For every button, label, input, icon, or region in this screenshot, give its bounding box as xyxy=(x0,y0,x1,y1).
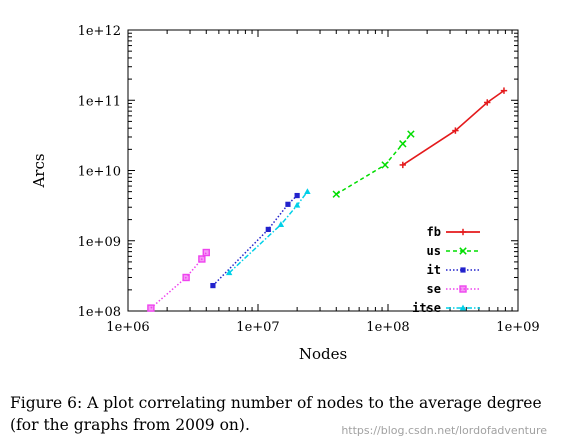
legend-marker xyxy=(459,247,467,255)
figure-caption: Figure 6: A plot correlating number of n… xyxy=(10,394,542,434)
series-fb-point xyxy=(452,127,459,134)
legend-item-us: us xyxy=(427,244,480,258)
y-tick-label: 1e+09 xyxy=(78,235,121,250)
y-tick-label: 1e+10 xyxy=(78,165,121,180)
series-it-point xyxy=(285,201,291,207)
legend-item-se: se xyxy=(427,282,480,296)
series-se-point xyxy=(147,304,155,312)
axis-ticks: 1e+06 1e+07 1e+08 1e+09 1e+08 1e+09 1e+10 1e+11… xyxy=(78,24,540,335)
legend-item-itse: itse xyxy=(412,301,480,315)
series-it-point xyxy=(265,226,271,233)
series-se xyxy=(147,248,210,312)
legend-marker xyxy=(459,285,467,293)
series-fb-line xyxy=(402,89,505,166)
legend-marker xyxy=(459,304,467,311)
y-tick-label: 1e+12 xyxy=(78,24,121,39)
y-tick-label: 1e+11 xyxy=(78,94,121,109)
series-it-point xyxy=(294,192,300,199)
plot-frame xyxy=(127,29,519,312)
series-it-point xyxy=(210,282,216,289)
legend-item-fb: fb xyxy=(427,225,480,239)
watermark: https://blog.csdn.net/lordofadventure xyxy=(341,424,547,437)
series-it xyxy=(210,192,300,289)
chart: 1e+06 1e+07 1e+08 1e+09 1e+08 1e+09 1e+10 1e+11… xyxy=(30,24,540,363)
series-se-point xyxy=(202,248,210,257)
series-us-line xyxy=(335,133,412,195)
legend-label: it xyxy=(427,263,441,277)
series-fb xyxy=(399,87,508,169)
legend-marker xyxy=(459,228,467,236)
series-layer xyxy=(147,87,508,312)
y-tick-label: 1e+08 xyxy=(78,305,121,320)
x-tick-label: 1e+08 xyxy=(366,320,409,335)
series-itse-point xyxy=(304,188,311,195)
x-tick-label: 1e+07 xyxy=(236,320,279,335)
x-axis-label: Nodes xyxy=(299,345,347,363)
x-tick-label: 1e+09 xyxy=(496,320,539,335)
y-axis-label: Arcs xyxy=(30,153,48,188)
series-us-point xyxy=(332,190,340,198)
series-us-point xyxy=(399,140,407,148)
series-itse-point xyxy=(225,269,233,276)
legend-label: us xyxy=(427,244,441,258)
series-itse-point xyxy=(293,201,301,208)
series-se-point xyxy=(182,273,190,282)
series-itse xyxy=(225,188,311,276)
series-fb-point xyxy=(399,161,407,169)
series-it-line xyxy=(212,194,298,287)
legend-marker xyxy=(460,267,466,273)
legend-label: itse xyxy=(412,301,441,315)
legend-item-it: it xyxy=(427,263,480,277)
series-se-line xyxy=(150,252,207,309)
legend-label: fb xyxy=(427,225,441,239)
series-se-point xyxy=(198,255,206,263)
x-tick-label: 1e+06 xyxy=(106,320,149,335)
series-us-point xyxy=(381,161,389,169)
series-itse-line xyxy=(228,191,308,274)
series-fb-point xyxy=(500,87,508,94)
series-fb-point xyxy=(484,99,491,106)
legend-label: se xyxy=(427,282,441,296)
series-itse-point xyxy=(277,221,285,227)
series-us-point xyxy=(407,130,415,138)
series-us xyxy=(332,130,415,198)
